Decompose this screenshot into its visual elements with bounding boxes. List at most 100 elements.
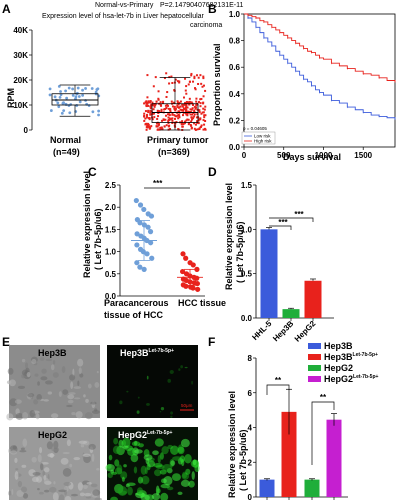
panel-f-legend-label: Hep3B: [324, 341, 353, 351]
panel-a-point: [149, 109, 152, 112]
micrograph-cell: [73, 386, 82, 390]
panel-b-line-high-risk: [244, 13, 396, 82]
panel-a-point: [165, 72, 168, 75]
panel-a-point: [157, 90, 160, 93]
panel-c-point-paracancerous: [134, 260, 140, 266]
panel-a-point: [178, 106, 181, 109]
micrograph-fluor-cell: [160, 407, 165, 411]
panel-b-xlabel: Days survival: [283, 152, 341, 162]
panel-a-point: [197, 101, 200, 104]
micrograph-cell: [32, 471, 41, 476]
micrograph-cell: [45, 380, 53, 385]
micrograph-cell: [50, 364, 55, 371]
micrograph-fluor-cell: [162, 464, 173, 472]
micrograph-cell: [8, 490, 12, 496]
panel-a-point: [67, 104, 71, 107]
panel-a-point: [168, 113, 171, 116]
panel-a-point: [151, 118, 154, 121]
panel-a-point: [158, 128, 161, 131]
micrograph-fluor-cell: [160, 492, 169, 500]
panel-a-point: [176, 80, 179, 83]
panel-a-point: [76, 86, 80, 90]
micrograph-cell: [80, 443, 85, 448]
panel-a-point: [147, 100, 150, 103]
micrograph-cell: [37, 454, 42, 463]
panel-a-point: [188, 80, 191, 83]
panel-a-point: [78, 100, 82, 104]
micrograph-fluor-cell: [127, 447, 136, 456]
panel-f-bar: [326, 419, 342, 497]
panel-b-lines: [244, 13, 396, 121]
panel-d-ytick-label: 0.5: [241, 270, 253, 279]
panel-a-point: [176, 104, 179, 107]
micrograph-cell: [25, 362, 28, 369]
panel-a-point: [148, 127, 151, 130]
micrograph-cell: [51, 447, 60, 452]
panel-c-ytick-label: 0.0: [105, 292, 117, 301]
panel-a-point: [67, 86, 71, 90]
panel-c-point-paracancerous: [141, 266, 147, 272]
panel-b-xtick-label: 1000: [315, 151, 333, 160]
panel-b-legend-high: High risk: [254, 139, 272, 144]
panel-a-point: [149, 111, 152, 114]
panel-a-point: [148, 118, 151, 121]
panel-a-point: [187, 83, 190, 86]
panel-a-point: [174, 109, 177, 112]
panel-a-point: [77, 95, 81, 98]
panel-a-point: [64, 89, 68, 93]
micrograph-fluor-cell: [180, 365, 184, 369]
micrograph-cell: [83, 394, 86, 398]
panel-a-point: [176, 101, 179, 104]
micrograph-fluor-cell: [177, 446, 185, 455]
panel-c-point-paracancerous: [140, 249, 146, 255]
panel-a-point: [196, 108, 199, 111]
panel-a-point: [202, 107, 205, 110]
micrograph-cell: [96, 370, 99, 374]
panel-a-point: [193, 127, 196, 130]
panel-a-point: [152, 85, 155, 88]
panel-a-point: [143, 119, 146, 122]
panel-a-point: [149, 101, 152, 104]
micrograph-cell: [10, 450, 18, 455]
micrograph-fluor-cell: [133, 466, 138, 474]
panel-c-point-hcc: [183, 255, 189, 261]
micrograph-cell: [37, 487, 40, 491]
panel-a-point: [145, 122, 148, 125]
panel-a-point: [200, 97, 203, 100]
micrograph-cell: [20, 486, 28, 493]
panel-a-point: [178, 116, 181, 119]
panel-label-a: A: [2, 2, 11, 16]
micrograph-fluor-cell: [114, 467, 123, 475]
panel-a-point: [179, 108, 182, 111]
micrograph-cell: [14, 399, 22, 404]
panel-a-point: [143, 102, 146, 105]
panel-a-point: [193, 113, 196, 116]
micrograph-cell: [58, 489, 67, 493]
panel-a-point: [166, 113, 169, 116]
panel-a-point: [147, 122, 150, 125]
micrograph-cell: [53, 440, 59, 450]
panel-a-point: [164, 108, 167, 111]
panel-a-point: [199, 74, 202, 77]
micrograph-fluor-cell: [114, 459, 120, 467]
panel-a-point: [184, 101, 187, 104]
micrograph-cell: [58, 391, 62, 397]
panel-a: Normal-vs-Primary P=2.14790407682131E-11…: [6, 2, 243, 157]
panel-a-point: [162, 118, 165, 121]
panel-a-point: [71, 93, 75, 97]
panel-a-ylabel: RPM: [6, 88, 16, 108]
micrograph-cell: [78, 367, 82, 375]
micrograph-cell: [43, 489, 50, 493]
panel-a-point: [199, 118, 202, 121]
panel-a-point: [154, 76, 157, 79]
panel-a-point: [184, 77, 187, 80]
panel-a-point: [147, 104, 150, 107]
panel-a-point: [179, 105, 182, 108]
panel-a-point: [160, 104, 163, 107]
panel-a-point: [187, 118, 190, 121]
panel-a-point: [170, 100, 173, 103]
panel-a-point: [57, 105, 61, 109]
panel-a-point: [164, 118, 167, 121]
